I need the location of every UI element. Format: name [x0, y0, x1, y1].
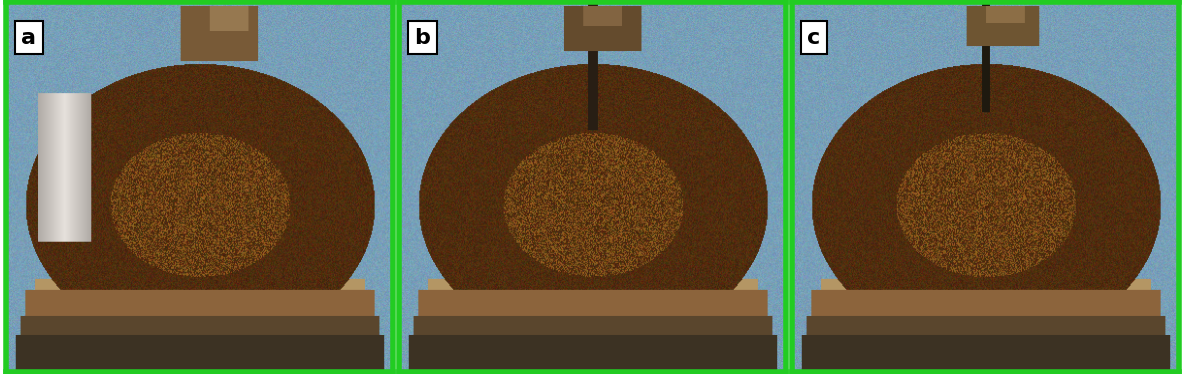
Text: a: a — [21, 28, 37, 48]
Text: b: b — [415, 28, 430, 48]
Text: c: c — [807, 28, 821, 48]
